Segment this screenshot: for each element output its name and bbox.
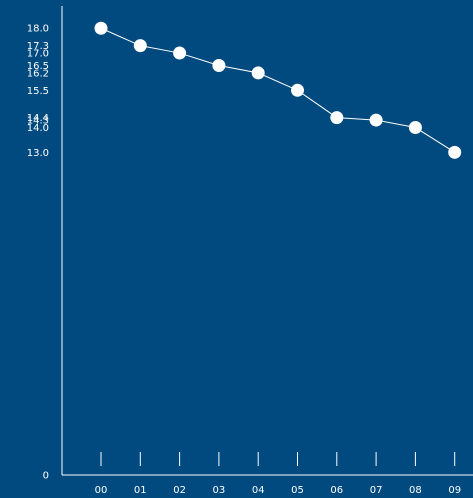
y-tick-label: 0 xyxy=(43,471,49,482)
y-tick-label: 16.2 xyxy=(27,68,49,79)
y-tick-labels: 18.0 17.317.016.516.2 15.5 14.414.314.0 13.0… xyxy=(27,24,49,482)
x-tick-labels: 00 01 02 03 04 05 06 07 08 09 xyxy=(95,485,461,496)
y-tick-label: 14.3 xyxy=(27,116,49,127)
y-tick-label: 15.5 xyxy=(27,86,49,97)
data-point-marker xyxy=(251,66,265,80)
y-tick-label: 14.4 xyxy=(27,113,49,124)
data-point-marker xyxy=(173,46,187,60)
x-tick-marks xyxy=(100,452,456,466)
y-tick-label: 16.5 xyxy=(27,61,49,72)
y-tick-label: 18.0 xyxy=(27,24,49,35)
y-tick-label: 13.0 xyxy=(27,148,49,159)
x-tick-label: 08 xyxy=(409,485,422,496)
y-tick-label: 14.0 xyxy=(27,123,49,134)
data-point-marker xyxy=(94,21,108,35)
data-point-marker xyxy=(212,58,226,72)
data-point-marker xyxy=(330,111,344,125)
data-point-marker xyxy=(133,39,147,53)
x-tick-label: 05 xyxy=(291,485,304,496)
x-tick-label: 09 xyxy=(448,485,461,496)
x-tick-label: 04 xyxy=(252,485,265,496)
x-tick-label: 02 xyxy=(173,485,186,496)
data-point-marker xyxy=(448,145,462,159)
data-point-marker xyxy=(369,113,383,127)
y-tick-label: 17.0 xyxy=(27,49,49,60)
y-tick-label: 17.3 xyxy=(27,41,49,52)
series-line xyxy=(100,27,455,153)
data-point-marker xyxy=(291,83,304,97)
x-tick-label: 00 xyxy=(95,485,108,496)
x-tick-label: 01 xyxy=(134,485,147,496)
data-markers xyxy=(94,21,462,159)
x-tick-label: 03 xyxy=(213,485,226,496)
x-tick-label: 07 xyxy=(370,485,383,496)
data-point-marker xyxy=(408,121,422,135)
x-tick-label: 06 xyxy=(330,485,343,496)
